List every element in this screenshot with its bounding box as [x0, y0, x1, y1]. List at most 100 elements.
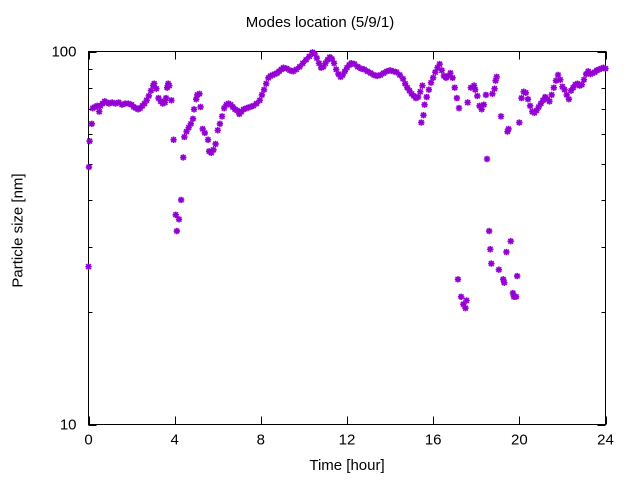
data-point [524, 95, 532, 103]
data-point [161, 99, 169, 106]
data-point [539, 97, 547, 104]
data-point [423, 93, 430, 101]
data-point [162, 94, 170, 102]
data-point [478, 106, 485, 113]
data-point [419, 82, 426, 89]
data-point [401, 80, 409, 87]
data-point [335, 70, 342, 78]
data-point [187, 120, 195, 127]
data-point [417, 88, 424, 95]
data-point [143, 97, 150, 104]
data-point [221, 104, 228, 112]
data-point [121, 100, 129, 107]
data-point [289, 68, 297, 75]
data-point [85, 163, 93, 171]
data-point [112, 100, 119, 107]
data-point [93, 102, 101, 110]
data-point [554, 71, 562, 79]
data-point [258, 91, 266, 99]
data-point [559, 83, 566, 90]
data-point [145, 92, 153, 100]
data-point [406, 87, 413, 94]
data-point [233, 107, 241, 114]
data-point [253, 100, 260, 107]
data-point [193, 95, 200, 103]
data-point [404, 84, 411, 91]
data-point [204, 136, 212, 143]
axis-tick-labels: 0 4 8 12 16 20 24 10 100 [51, 44, 613, 449]
data-point [587, 70, 594, 78]
y-tick-label: 10 [60, 417, 77, 434]
data-point [434, 64, 441, 71]
data-point [256, 97, 263, 104]
data-point [393, 69, 400, 76]
data-point [330, 60, 338, 67]
data-point [105, 100, 113, 107]
data-point [313, 54, 321, 62]
data-point [333, 66, 340, 73]
data-point [503, 248, 510, 256]
x-axis-label: Time [hour] [309, 457, 385, 474]
data-point [361, 66, 368, 73]
x-tick-label: 16 [425, 432, 442, 449]
data-point [210, 146, 217, 154]
data-point [173, 227, 181, 235]
data-point [351, 60, 358, 68]
data-point [550, 84, 557, 91]
data-point [373, 72, 381, 80]
data-point [445, 72, 452, 80]
data-point [299, 60, 307, 67]
data-point [595, 66, 603, 73]
data-point [370, 71, 378, 79]
data-point [483, 155, 491, 163]
data-point [115, 99, 122, 106]
data-points [85, 49, 609, 312]
data-point [602, 65, 609, 72]
data-point [507, 238, 514, 245]
data-point [293, 66, 300, 73]
data-point [108, 99, 116, 106]
data-point [271, 70, 279, 78]
data-point [168, 97, 175, 104]
data-point [414, 93, 422, 101]
data-point [471, 86, 479, 93]
data-point [449, 74, 456, 82]
data-point [535, 103, 542, 111]
data-point [557, 76, 564, 83]
data-point [240, 106, 247, 113]
data-point [269, 71, 276, 79]
data-point [582, 70, 590, 78]
data-point [280, 64, 287, 71]
data-point [354, 63, 361, 70]
data-point [155, 94, 162, 102]
data-point [118, 101, 126, 108]
data-point [436, 60, 443, 68]
data-point [593, 67, 601, 74]
data-point [580, 76, 588, 83]
data-point [322, 60, 329, 67]
data-point [396, 71, 403, 79]
data-point [263, 80, 270, 87]
y-axis-label: Particle size [nm] [9, 173, 27, 288]
data-point [438, 67, 445, 74]
data-point [470, 82, 478, 89]
data-point [493, 73, 500, 81]
data-point [367, 69, 374, 77]
data-point [190, 106, 198, 113]
data-point [533, 107, 540, 114]
data-point [364, 68, 371, 75]
data-point [317, 64, 325, 71]
data-point [199, 125, 206, 133]
data-point [462, 305, 469, 312]
data-point [576, 82, 583, 89]
data-point [214, 127, 221, 134]
data-point [497, 113, 505, 120]
x-tick-label: 8 [257, 432, 265, 449]
data-point [585, 68, 592, 75]
data-point [420, 111, 427, 119]
data-point [518, 94, 525, 102]
data-point [425, 86, 433, 93]
data-point [201, 129, 209, 137]
data-point [495, 266, 503, 273]
